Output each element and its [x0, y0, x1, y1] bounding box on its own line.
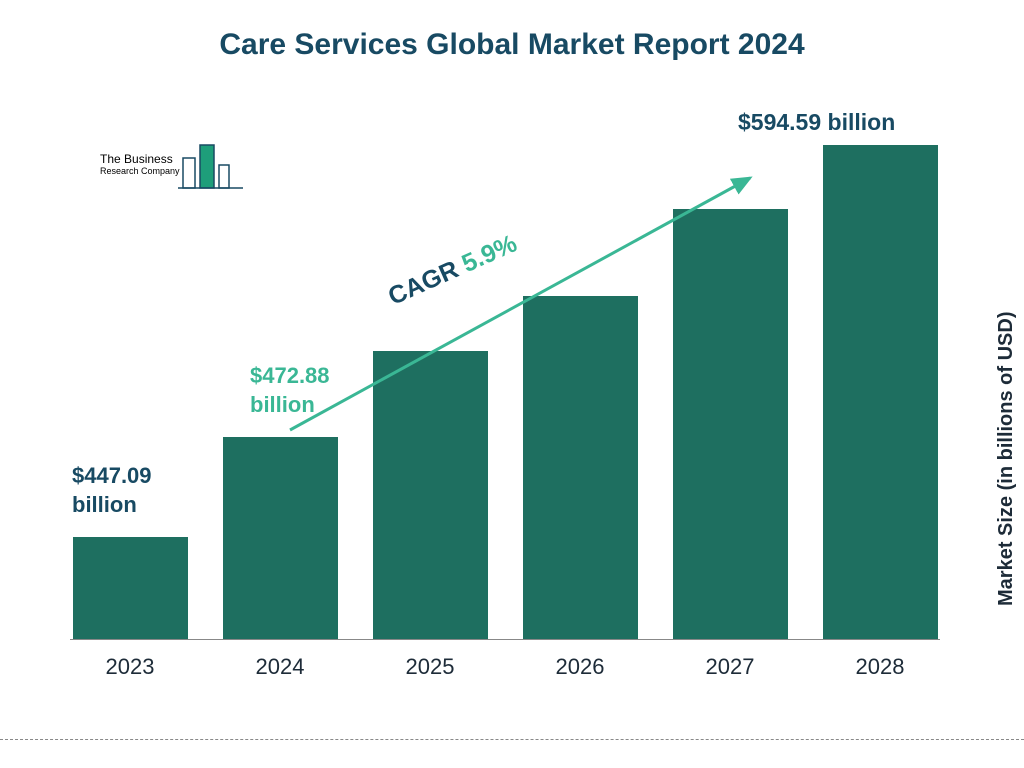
value-label-line1: $447.09: [72, 462, 152, 491]
bar-slot: [220, 437, 340, 639]
bar-2024: [223, 437, 338, 639]
xlabel: 2025: [370, 646, 490, 680]
value-label-2023: $447.09 billion: [72, 462, 152, 519]
value-label-2028: $594.59 billion: [738, 108, 895, 138]
xlabel: 2026: [520, 646, 640, 680]
value-label-2024: $472.88 billion: [250, 362, 330, 419]
bar-2026: [523, 296, 638, 639]
bar-slot: [670, 209, 790, 639]
bar-2025: [373, 351, 488, 639]
xlabel: 2028: [820, 646, 940, 680]
chart-area: 2023 2024 2025 2026 2027 2028: [70, 120, 940, 680]
bars-container: [70, 120, 940, 640]
chart-title: Care Services Global Market Report 2024: [0, 0, 1024, 62]
value-label-line2: billion: [72, 491, 152, 520]
bar-slot: [70, 537, 190, 639]
y-axis-label: Market Size (in billions of USD): [995, 312, 1018, 606]
bar-slot: [820, 145, 940, 639]
x-axis-labels: 2023 2024 2025 2026 2027 2028: [70, 646, 940, 680]
bar-2023: [73, 537, 188, 639]
xlabel: 2024: [220, 646, 340, 680]
bar-slot: [370, 351, 490, 639]
xlabel: 2023: [70, 646, 190, 680]
xlabel: 2027: [670, 646, 790, 680]
value-label-line1: $472.88: [250, 362, 330, 391]
bar-2028: [823, 145, 938, 639]
bottom-divider: [0, 739, 1024, 740]
bar-slot: [520, 296, 640, 639]
bar-2027: [673, 209, 788, 639]
value-label-line2: billion: [250, 391, 330, 420]
